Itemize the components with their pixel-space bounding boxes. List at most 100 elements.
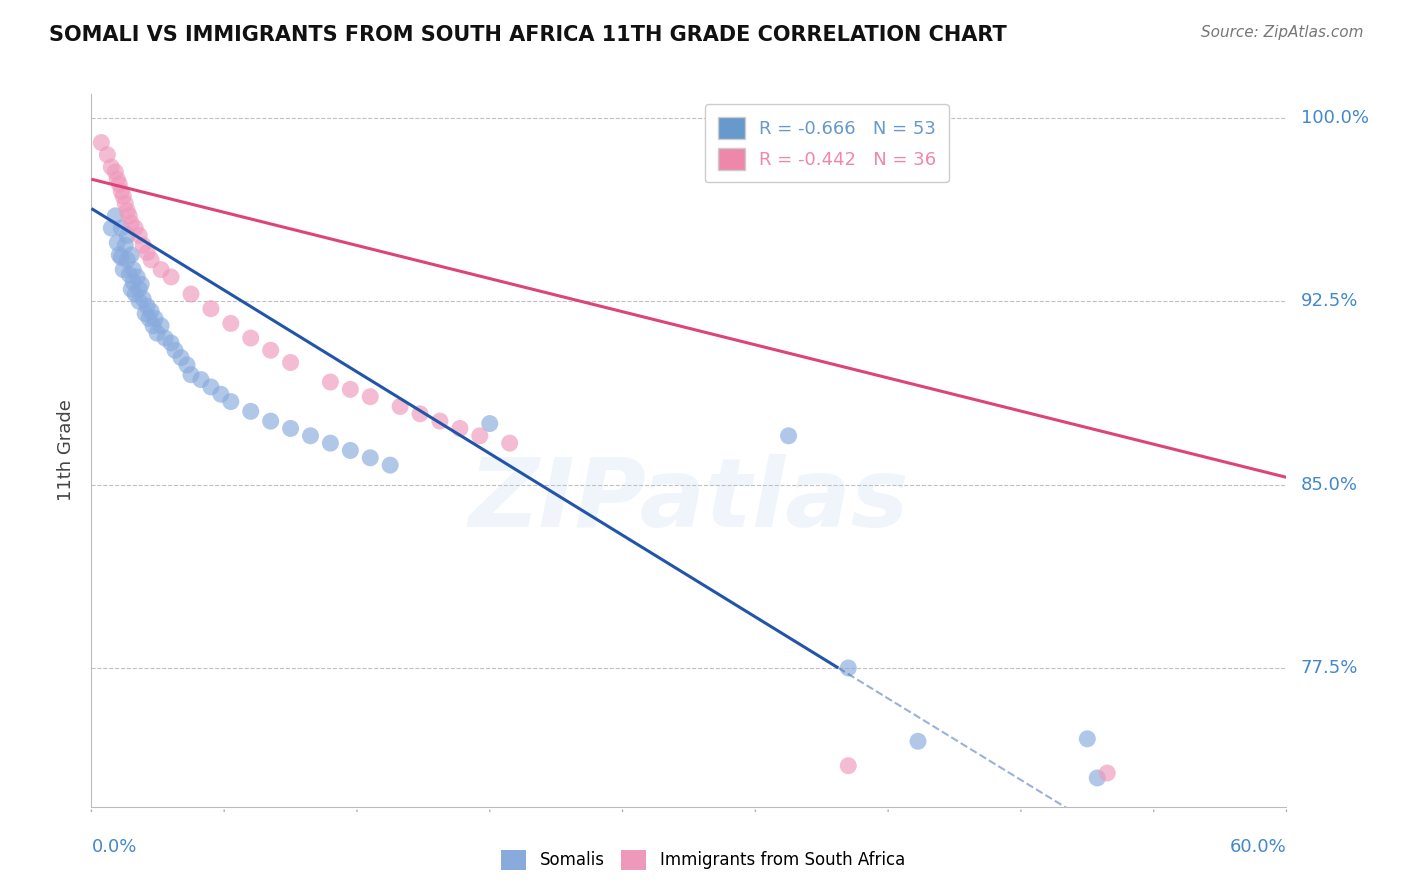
Point	[108, 248, 131, 262]
Y-axis label: 11th Grade: 11th Grade	[58, 400, 76, 501]
Text: 77.5%: 77.5%	[1301, 659, 1358, 677]
Point	[114, 238, 136, 252]
Point	[104, 165, 127, 179]
Text: 85.0%: 85.0%	[1301, 475, 1358, 493]
Point	[143, 311, 166, 326]
Point	[778, 429, 800, 443]
Point	[120, 282, 142, 296]
Point	[378, 458, 402, 472]
Point	[180, 287, 202, 301]
Point	[136, 245, 159, 260]
Point	[319, 436, 342, 450]
Point	[128, 282, 150, 296]
Text: 0.0%: 0.0%	[91, 838, 136, 855]
Point	[132, 238, 155, 252]
Point	[105, 172, 128, 186]
Point	[319, 375, 342, 389]
Point	[118, 268, 141, 282]
Point	[219, 317, 242, 331]
Point	[150, 262, 173, 277]
Point	[90, 136, 112, 150]
Point	[359, 390, 381, 404]
Point	[160, 269, 183, 284]
Point	[170, 351, 193, 365]
Point	[96, 147, 118, 161]
Point	[100, 160, 122, 174]
Text: ZIPatlas: ZIPatlas	[468, 454, 910, 547]
Point	[120, 248, 142, 262]
Point	[129, 277, 152, 292]
Point	[389, 400, 412, 414]
Point	[127, 269, 149, 284]
Point	[478, 417, 501, 431]
Point	[105, 235, 128, 250]
Point	[110, 251, 132, 265]
Point	[112, 189, 135, 203]
Point	[115, 204, 138, 219]
Point	[132, 292, 155, 306]
Point	[280, 355, 302, 369]
Point	[122, 262, 145, 277]
Text: Source: ZipAtlas.com: Source: ZipAtlas.com	[1201, 25, 1364, 40]
Point	[136, 299, 159, 313]
Point	[110, 185, 132, 199]
Point	[118, 209, 141, 223]
Point	[280, 421, 302, 435]
Point	[110, 221, 132, 235]
Point	[239, 404, 262, 418]
Point	[498, 436, 520, 450]
Point	[239, 331, 262, 345]
Point	[176, 358, 198, 372]
Point	[200, 380, 222, 394]
Point	[907, 734, 929, 748]
Point	[429, 414, 451, 428]
Text: 60.0%: 60.0%	[1230, 838, 1286, 855]
Point	[1076, 731, 1098, 746]
Point	[180, 368, 202, 382]
Text: SOMALI VS IMMIGRANTS FROM SOUTH AFRICA 11TH GRADE CORRELATION CHART: SOMALI VS IMMIGRANTS FROM SOUTH AFRICA 1…	[49, 25, 1007, 45]
Point	[128, 228, 150, 243]
Point	[209, 387, 232, 401]
Point	[128, 294, 150, 309]
Point	[468, 429, 491, 443]
Point	[1085, 771, 1108, 785]
Point	[200, 301, 222, 316]
Legend: Somalis, Immigrants from South Africa: Somalis, Immigrants from South Africa	[495, 843, 911, 877]
Point	[190, 373, 212, 387]
Point	[122, 275, 145, 289]
Point	[134, 307, 156, 321]
Point	[124, 287, 146, 301]
Point	[114, 196, 136, 211]
Point	[112, 262, 135, 277]
Text: 100.0%: 100.0%	[1301, 109, 1369, 127]
Point	[142, 318, 165, 333]
Point	[141, 252, 162, 267]
Point	[124, 221, 146, 235]
Point	[138, 311, 160, 326]
Point	[163, 343, 186, 358]
Point	[120, 216, 142, 230]
Point	[259, 414, 281, 428]
Point	[449, 421, 471, 435]
Point	[141, 304, 162, 318]
Point	[100, 221, 122, 235]
Point	[150, 318, 173, 333]
Point	[160, 335, 183, 350]
Point	[339, 383, 361, 397]
Text: 92.5%: 92.5%	[1301, 293, 1358, 310]
Point	[104, 209, 127, 223]
Point	[299, 429, 322, 443]
Point	[153, 331, 176, 345]
Point	[359, 450, 381, 465]
Point	[1097, 766, 1119, 780]
Point	[115, 228, 138, 243]
Point	[219, 394, 242, 409]
Point	[409, 407, 432, 421]
Point	[339, 443, 361, 458]
Point	[146, 326, 169, 340]
Point	[115, 252, 138, 267]
Point	[837, 758, 859, 772]
Point	[259, 343, 281, 358]
Point	[837, 661, 859, 675]
Legend: R = -0.666   N = 53, R = -0.442   N = 36: R = -0.666 N = 53, R = -0.442 N = 36	[704, 104, 949, 183]
